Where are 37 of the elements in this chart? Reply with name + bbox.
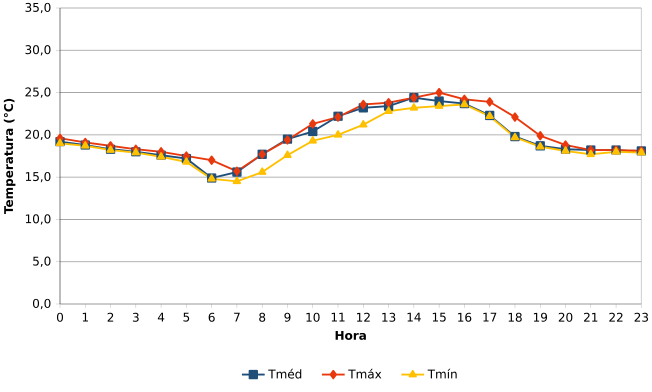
y-tick-label: 5,0 — [33, 256, 50, 267]
x-tick-label: 0 — [56, 312, 64, 322]
x-tick-label: 3 — [132, 312, 139, 322]
legend-label: Tmín — [428, 368, 457, 378]
x-tick-label: 6 — [208, 312, 215, 322]
y-axis-title: Temperatura (°C) — [4, 98, 16, 214]
x-axis-title: Hora — [336, 330, 366, 340]
x-tick-label: 16 — [458, 312, 472, 322]
x-tick-label: 15 — [432, 312, 446, 322]
x-tick-label: 9 — [284, 312, 290, 322]
x-tick-label: 8 — [259, 312, 266, 322]
y-tick-label: 25,0 — [25, 87, 50, 98]
legend-label: Tmáx — [348, 368, 382, 379]
x-tick-label: 21 — [584, 312, 598, 322]
x-tick-label: 7 — [234, 312, 240, 322]
x-tick-label: 22 — [609, 312, 623, 322]
y-tick-label: 20,0 — [25, 130, 50, 140]
x-tick-label: 5 — [183, 312, 190, 322]
x-tick-label: 11 — [332, 312, 345, 322]
y-tick-label: 0,0 — [33, 298, 50, 310]
y-tick-label: 35,0 — [25, 2, 50, 14]
x-tick-label: 19 — [534, 312, 548, 322]
x-tick-label: 17 — [483, 312, 496, 322]
y-tick-label: 30,0 — [25, 45, 50, 56]
y-tick-label: 15,0 — [26, 172, 50, 182]
legend-label: Tméd — [268, 368, 302, 379]
x-tick-label: 18 — [508, 312, 522, 322]
y-tick-label: 10,0 — [26, 214, 50, 225]
x-tick-label: 12 — [356, 312, 370, 322]
x-tick-label: 10 — [306, 312, 320, 322]
x-tick-label: 23 — [634, 312, 648, 322]
x-tick-label: 14 — [408, 312, 421, 322]
x-tick-label: 20 — [558, 312, 572, 322]
x-tick-label: 4 — [158, 312, 164, 322]
x-tick-label: 1 — [82, 312, 88, 322]
x-tick-label: 13 — [382, 312, 396, 322]
x-tick-label: 2 — [108, 312, 114, 322]
